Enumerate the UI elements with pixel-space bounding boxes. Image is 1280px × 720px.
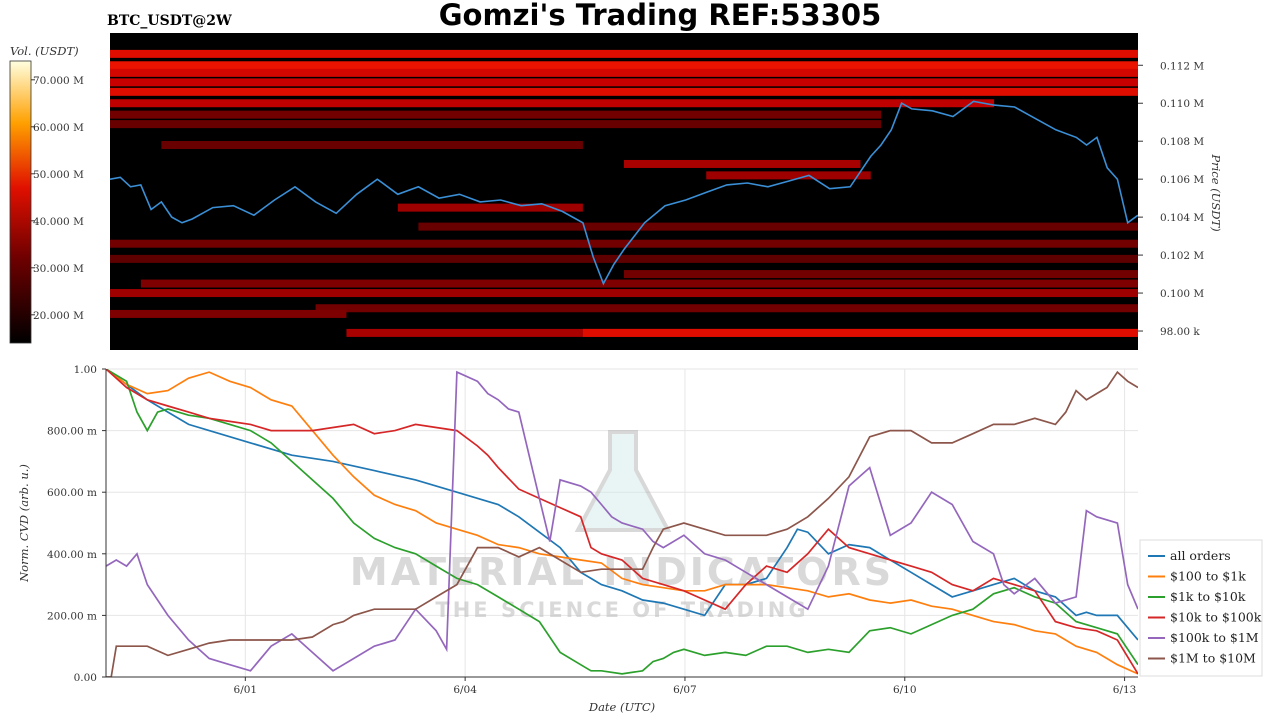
heatmap-band-9 xyxy=(624,159,861,168)
y-tick-label: 800.00 m xyxy=(47,426,97,438)
cvd-series-line-4 xyxy=(106,370,1138,672)
x-tick-label: 6/07 xyxy=(673,684,697,696)
price-tick-label: 98.00 k xyxy=(1160,326,1200,338)
price-tick-label: 0.106 M xyxy=(1160,174,1204,186)
heatmap-band-6 xyxy=(110,110,881,119)
cvd-series-line-1 xyxy=(106,369,1138,675)
colorbar-label: Vol. (USDT) xyxy=(10,44,79,58)
heatmap-band-21 xyxy=(582,328,1138,337)
x-tick-label: 6/04 xyxy=(453,684,477,696)
heatmap-band-10 xyxy=(706,171,871,180)
cvd-series-lines xyxy=(106,369,1138,677)
y-tick-label: 600.00 m xyxy=(47,487,97,499)
cvd-series-line-2 xyxy=(106,369,1138,675)
cvd-series-line-5 xyxy=(106,370,1138,677)
x-tick-label: 6/01 xyxy=(234,684,258,696)
colorbar-tick-label: 60.000 M xyxy=(33,122,84,134)
heatmap-band-5 xyxy=(110,99,995,108)
watermark-tagline: THE SCIENCE OF TRADING xyxy=(435,598,808,622)
watermark: MATERIAL INDICATORS THE SCIENCE OF TRADI… xyxy=(350,430,894,622)
heatmap-band-16 xyxy=(140,279,1138,288)
heatmap-band-7 xyxy=(110,120,881,129)
colorbar-tick-label: 30.000 M xyxy=(33,263,84,275)
heatmap-band-1 xyxy=(110,61,1138,70)
heatmap-band-18 xyxy=(315,304,1138,313)
colorbar xyxy=(9,60,32,344)
chart-title: Gomzi's Trading REF:53305 xyxy=(439,0,882,32)
price-tick-label: 0.104 M xyxy=(1160,212,1204,224)
watermark-brand: MATERIAL INDICATORS xyxy=(350,550,894,594)
y-tick-label: 400.00 m xyxy=(47,549,97,561)
pair-label: BTC_USDT@2W xyxy=(107,13,232,29)
y-tick-label: 1.00 xyxy=(74,364,97,376)
heatmap-band-11 xyxy=(397,203,583,212)
y-tick-label: 0.00 xyxy=(74,672,97,684)
colorbar-tick-label: 70.000 M xyxy=(33,75,84,87)
price-axis-label: Price (USDT) xyxy=(1209,153,1223,231)
heatmap-band-13 xyxy=(110,239,1138,248)
x-tick-label: 6/13 xyxy=(1113,684,1137,696)
price-tick-label: 0.102 M xyxy=(1160,250,1204,262)
heatmap-band-0 xyxy=(110,49,1138,58)
price-tick-label: 0.108 M xyxy=(1160,136,1204,148)
price-axis-ticks: 98.00 k 0.100 M 0.102 M 0.104 M 0.106 M 0.108… xyxy=(1138,60,1204,338)
price-line xyxy=(110,100,1138,286)
heatmap-band-14 xyxy=(110,254,1138,263)
heatmap-band-2 xyxy=(110,68,1138,77)
price-tick-label: 0.110 M xyxy=(1160,98,1204,110)
y-tick-label: 200.00 m xyxy=(47,610,97,622)
price-tick-label: 0.112 M xyxy=(1160,60,1204,72)
legend-label: all orders xyxy=(1170,548,1231,563)
legend-label: $100k to $1M xyxy=(1170,630,1259,645)
legend: all orders $100 to $1k $1k to $10k $10k to … xyxy=(1139,539,1263,677)
cvd-series-line-0 xyxy=(106,369,1138,641)
heatmap-band-4 xyxy=(110,87,1138,96)
legend-frame xyxy=(1139,539,1263,677)
colorbar-tick-label: 40.000 M xyxy=(33,216,84,228)
x-tick-label: 6/10 xyxy=(893,684,917,696)
legend-label: $10k to $100k xyxy=(1170,610,1262,625)
heatmap-band-19 xyxy=(110,309,347,318)
heatmap-band-12 xyxy=(418,222,1138,231)
cvd-axis-ticks: 0.00 200.00 m 400.00 m 600.00 m 800.00 m 1.00… xyxy=(47,364,1136,696)
legend-label: $1k to $10k xyxy=(1170,589,1246,604)
heatmap-band-8 xyxy=(161,140,583,149)
heatmap-band-17 xyxy=(110,289,1138,298)
colorbar-ticks: 20.000 M 30.000 M 40.000 M 50.000 M 60.000 M… xyxy=(31,75,84,322)
colorbar-tick-label: 20.000 M xyxy=(33,310,84,322)
flask-icon xyxy=(574,430,672,532)
x-axis-label: Date (UTC) xyxy=(588,700,655,714)
colorbar-tick-label: 50.000 M xyxy=(33,169,84,181)
y-axis-label: Norm. CVD (arb. u.) xyxy=(17,464,31,583)
legend-label: $100 to $1k xyxy=(1170,569,1246,584)
legend-label: $1M to $10M xyxy=(1170,651,1256,666)
heatmap-bands xyxy=(110,49,1138,337)
price-tick-label: 0.100 M xyxy=(1160,288,1204,300)
cvd-series-line-3 xyxy=(106,369,1138,675)
heatmap-band-3 xyxy=(110,78,1138,87)
heatmap-band-15 xyxy=(624,270,1138,279)
